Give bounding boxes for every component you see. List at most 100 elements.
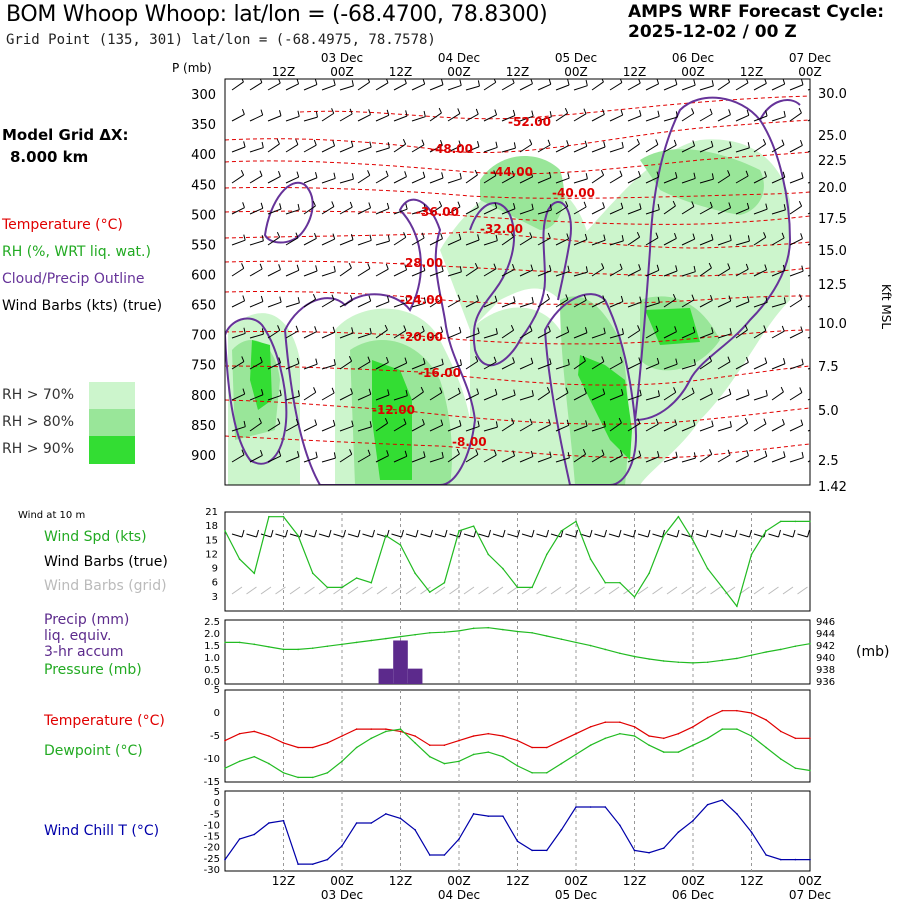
precip-bar (378, 668, 394, 684)
barb-staff (645, 209, 660, 215)
barb-flag (566, 233, 570, 240)
grid-barb (463, 586, 475, 595)
barb-flag (763, 232, 767, 238)
barb-staff (609, 147, 624, 153)
barb-staff (591, 239, 606, 246)
barb-staff (429, 298, 443, 308)
barb-staff (249, 207, 263, 215)
barb-staff (339, 393, 353, 401)
height-tick: 20.0 (818, 181, 847, 196)
data-point (458, 760, 460, 763)
barb-flag (780, 386, 784, 393)
barb-flag (692, 140, 696, 147)
barb-staff (681, 238, 695, 246)
height-tick: 5.0 (818, 404, 839, 419)
barb-staff (429, 392, 443, 401)
barb-staff (393, 455, 407, 463)
data-point (253, 833, 256, 836)
barb-flag (314, 232, 317, 239)
data-point (487, 626, 490, 629)
barb-flag (296, 171, 300, 178)
height-tick: 22.5 (818, 154, 847, 169)
barb-flag (584, 140, 588, 147)
barb-staff (699, 453, 713, 463)
data-point (662, 847, 665, 849)
barb-staff (411, 144, 425, 153)
true-barb-flag (647, 529, 651, 538)
true-barb-flag (270, 529, 274, 538)
axis-tick-label: -15 (204, 777, 220, 788)
barb-staff (663, 331, 677, 339)
barb-flag (476, 388, 480, 395)
barb-staff (357, 268, 371, 277)
barb-staff (429, 177, 444, 184)
axis-tick-label: -10 (204, 754, 220, 765)
data-point (370, 822, 373, 824)
barb-flag (530, 357, 534, 364)
barb-staff (447, 271, 462, 277)
barb-staff (411, 363, 426, 370)
cloud-contour-2 (225, 317, 288, 465)
barb-staff (645, 423, 659, 432)
height-tick: 15.0 (818, 244, 847, 259)
true-barb-flag (488, 529, 491, 538)
axis-tick-label: 946 (816, 617, 835, 628)
grid-barb (710, 586, 721, 595)
grid-barb (768, 586, 779, 595)
barb-staff (249, 361, 263, 370)
barb-staff (537, 456, 552, 463)
data-point (224, 641, 226, 644)
barb-flag (258, 417, 262, 424)
barb-flag (242, 202, 245, 208)
data-point (619, 721, 621, 723)
height-tick: 12.5 (818, 278, 847, 293)
barb-staff (717, 146, 732, 153)
barb-staff (771, 83, 785, 91)
barb-flag (729, 141, 732, 148)
barb-flag (567, 452, 570, 459)
data-point (560, 638, 563, 640)
barb-flag (423, 204, 426, 211)
barb-flag (655, 139, 659, 145)
barb-staff (267, 362, 281, 370)
barb-staff (771, 391, 784, 401)
data-point (575, 806, 577, 808)
barb-staff (627, 115, 642, 122)
barb-staff (429, 363, 444, 370)
barb-staff (519, 395, 534, 401)
barb-staff (735, 361, 749, 370)
barb-staff (393, 423, 407, 432)
page-title: BOM Whoop Whoop: lat/lon = (-68.4700, 78… (6, 2, 548, 27)
date-label-top: 04 Dec (438, 51, 480, 65)
wind-10m-title: Wind at 10 m (18, 510, 86, 521)
barb-flag (494, 388, 498, 395)
barb-staff (537, 424, 551, 432)
barb-staff (447, 364, 462, 370)
grid-barb (594, 586, 605, 595)
barb-staff (267, 143, 280, 153)
barb-staff (555, 331, 569, 339)
barb-staff (249, 333, 264, 339)
barb-staff (267, 115, 282, 122)
barb-staff (483, 175, 497, 184)
barb-flag (458, 140, 462, 147)
barb-staff (465, 332, 480, 339)
data-point (721, 799, 724, 801)
barb-staff (483, 81, 497, 91)
barb-staff (645, 330, 659, 339)
barb-flag (674, 172, 678, 178)
barb-staff (375, 455, 389, 463)
data-point (750, 735, 753, 737)
data-point (531, 632, 533, 634)
true-barb-flag (343, 529, 346, 538)
barb-staff (483, 114, 497, 122)
data-point (253, 643, 256, 646)
barb-staff (429, 84, 444, 91)
axis-tick-label: 0 (214, 708, 220, 719)
wind-speed-tick: 6 (212, 578, 218, 589)
true-barb (260, 533, 272, 538)
barb-flag (474, 262, 479, 269)
data-point (531, 849, 533, 852)
barb-flag (547, 232, 551, 239)
barb-flag (692, 233, 696, 240)
